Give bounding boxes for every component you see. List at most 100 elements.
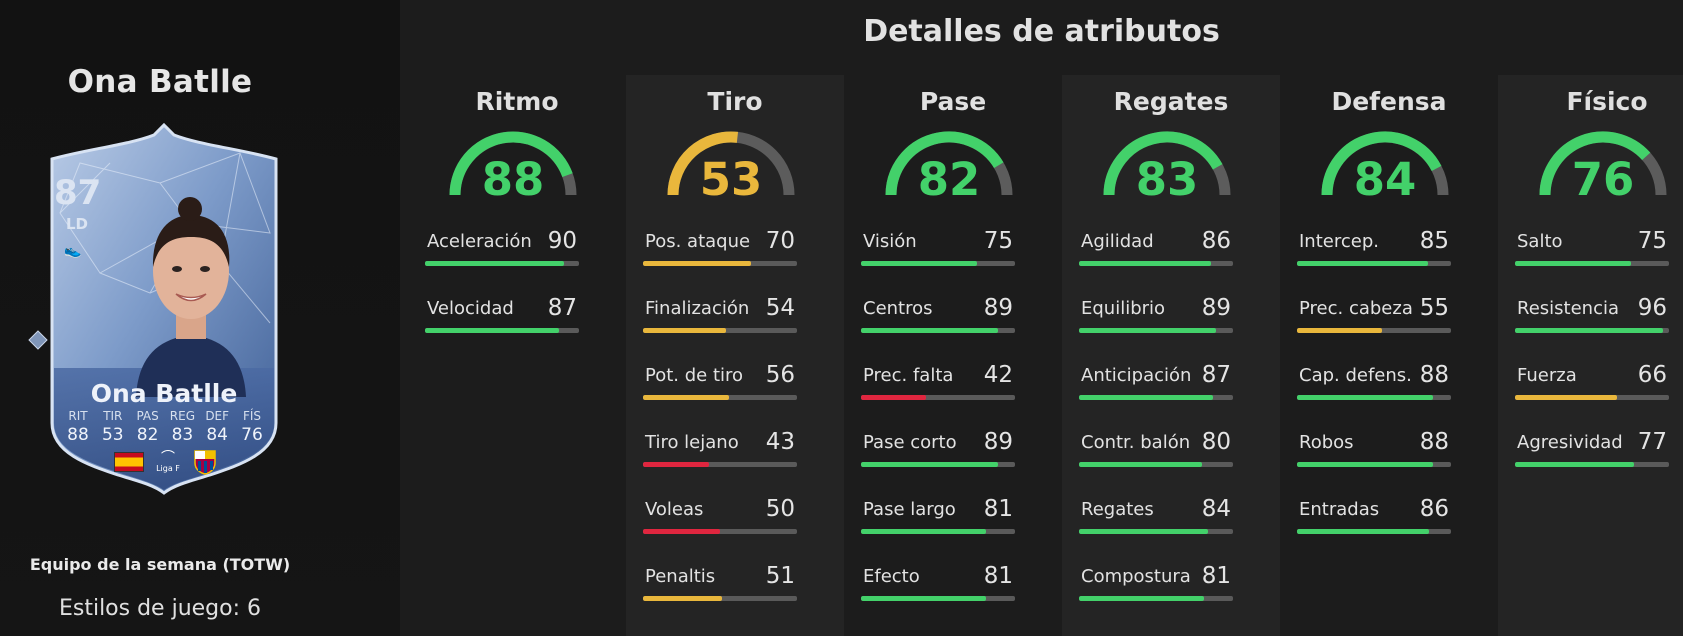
attribute-value: 81 [983,496,1013,522]
attribute-bar-track [643,328,797,333]
attribute-row-compostura: Compostura 81 [1079,562,1233,610]
attribute-bar-track [1515,462,1669,467]
attribute-row-contr-balon: Contr. balón 80 [1079,428,1233,476]
attribute-bar-track [1079,596,1233,601]
attribute-value: 87 [1201,362,1231,388]
attribute-bar-track [1515,261,1669,266]
attribute-name: Centros [863,298,933,319]
attribute-bar-track [643,462,797,467]
card-stat: REG 83 [166,409,198,445]
attribute-name: Entradas [1299,499,1380,520]
attribute-bar-fill [425,261,564,266]
attribute-bar-track [861,529,1015,534]
attribute-bar-fill [643,261,751,266]
card-stat-value: 82 [136,425,159,445]
attribute-row-finalizacion: Finalización 54 [643,294,797,342]
card-badges: ⌒ Liga F [114,449,218,475]
attribute-name: Robos [1299,432,1354,453]
card-frame [50,123,278,495]
playstyles-count: Estilos de juego: 6 [58,596,262,621]
card-stat: DEF 84 [201,409,233,445]
league-logo-icon: ⌒ Liga F [156,449,180,473]
player-name-title: Ona Batlle [67,64,253,100]
rating-gauge [667,131,795,196]
attribute-bar-fill [861,529,986,534]
category-name: Ritmo [475,87,559,116]
attribute-value: 89 [983,295,1013,321]
gauge-fill [667,131,739,196]
attribute-name: Agilidad [1081,231,1154,252]
card-stat: RIT 88 [62,409,94,445]
attribute-value: 88 [1419,429,1449,455]
attribute-bar-fill [1515,261,1631,266]
attribute-bar-track [643,596,797,601]
boot-icon: 👟 [64,243,82,259]
attribute-bar-track [861,462,1015,467]
card-stat-value: 53 [101,425,124,445]
attribute-value: 85 [1419,228,1449,254]
attribute-column-tiro: Tiro 53 Pos. ataque 70 Finalización 54 Pot. de… [626,75,844,636]
attribute-bar-track [1297,261,1451,266]
attribute-name: Pase largo [863,499,956,520]
rating-gauge [1321,131,1449,196]
attribute-name: Velocidad [427,298,514,319]
attribute-value: 80 [1201,429,1231,455]
attribute-name: Anticipación [1081,365,1192,386]
attribute-value: 42 [983,362,1013,388]
card-stat-value: 88 [67,425,89,445]
attribute-value: 43 [765,429,795,455]
rating-gauge [1103,131,1231,196]
attribute-row-velocidad: Velocidad 87 [425,294,579,342]
attribute-bar-fill [1297,395,1433,400]
attribute-bar-track [643,395,797,400]
attribute-column-defensa: Defensa 84 Intercep. 85 Prec. cabeza 55 Cap. d… [1280,75,1498,636]
attribute-bar-fill [1515,328,1663,333]
attribute-name: Agresividad [1517,432,1623,453]
attribute-bar-fill [861,261,977,266]
attribute-name: Prec. cabeza [1299,298,1413,319]
league-logo-text: Liga F [156,463,180,473]
attribute-bar-fill [1297,261,1428,266]
attribute-value: 90 [547,228,577,254]
attribute-name: Visión [863,231,917,252]
attribute-row-regates: Regates 84 [1079,495,1233,543]
attribute-row-resistencia: Resistencia 96 [1515,294,1669,342]
category-rating: 88 [481,153,545,206]
gauge-fill [885,131,1004,196]
attribute-row-prec-falta: Prec. falta 42 [861,361,1015,409]
attribute-row-pase-corto: Pase corto 89 [861,428,1015,476]
attribute-bar-fill [425,328,559,333]
category-name: Regates [1113,87,1229,116]
attribute-bar-track [1079,395,1233,400]
attribute-bar-fill [643,529,720,534]
category-rating: 53 [699,153,763,206]
attribute-name: Cap. defens. [1299,365,1412,386]
card-stat-label: REG [169,409,195,423]
attribute-name: Intercep. [1299,231,1379,252]
player-card[interactable]: 87 LD 👟 Ona Batlle RIT 88 TIR 53 PAS 82 REG… [40,123,288,495]
attribute-row-pos-ataque: Pos. ataque 70 [643,227,797,275]
attribute-name: Equilibrio [1081,298,1166,319]
attribute-bar-track [861,328,1015,333]
attribute-name: Voleas [645,499,704,520]
attribute-bar-track [1079,328,1233,333]
attribute-name: Prec. falta [863,365,954,386]
diamond-icon [28,330,48,350]
attribute-row-penaltis: Penaltis 51 [643,562,797,610]
attribute-name: Compostura [1081,566,1191,587]
card-stat-label: FÍS [242,409,262,423]
attribute-name: Tiro lejano [645,432,739,453]
attribute-name: Aceleración [427,231,532,252]
category-name: Tiro [707,87,763,116]
attribute-row-anticipacion: Anticipación 87 [1079,361,1233,409]
card-stat: TIR 53 [97,409,129,445]
attribute-bar-fill [861,462,999,467]
attribute-row-aceleracion: Aceleración 90 [425,227,579,275]
attribute-value: 87 [547,295,577,321]
attribute-row-pot-de-tiro: Pot. de tiro 56 [643,361,797,409]
attribute-row-pase-largo: Pase largo 81 [861,495,1015,543]
attribute-bar-fill [861,596,986,601]
attribute-row-intercep: Intercep. 85 [1297,227,1451,275]
attribute-row-entradas: Entradas 86 [1297,495,1451,543]
card-stat-label: RIT [68,409,88,423]
